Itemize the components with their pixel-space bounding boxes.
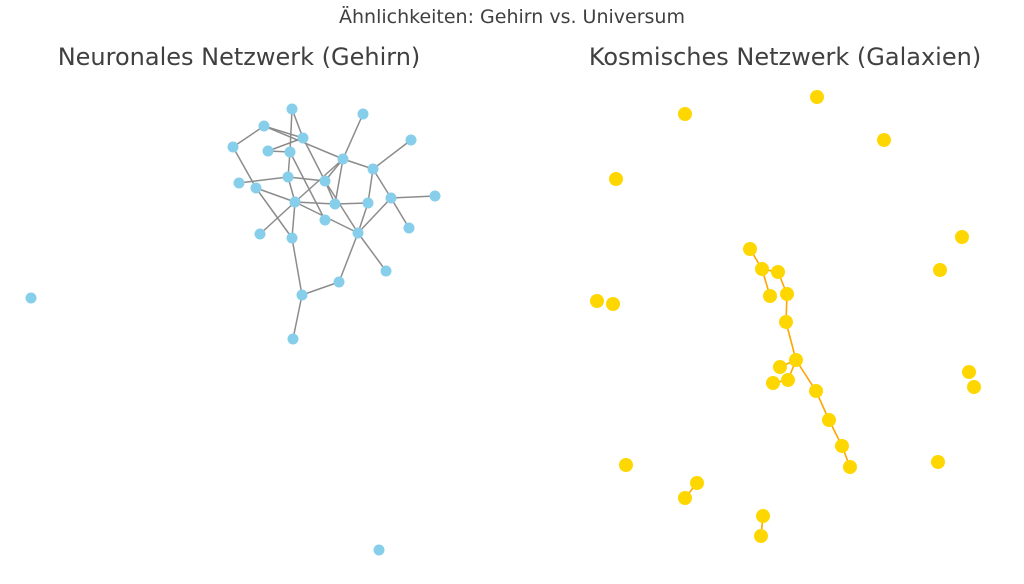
- cosmos-node-3: [609, 172, 623, 186]
- cosmos-node-10: [771, 265, 785, 279]
- cosmos-node-22: [962, 365, 976, 379]
- brain-node-9: [367, 163, 379, 175]
- cosmos-node-8: [743, 242, 757, 256]
- brain-edge-29: [291, 201, 296, 239]
- brain-edge-8: [372, 139, 412, 170]
- brain-edge-25: [390, 197, 410, 229]
- brain-edge-7: [342, 113, 364, 160]
- cosmos-node-5: [933, 263, 947, 277]
- brain-node-5: [227, 141, 239, 153]
- brain-panel-title: Neuronales Netzwerk (Gehirn): [57, 43, 421, 71]
- brain-edge-3: [232, 125, 265, 148]
- brain-node-23: [352, 227, 364, 239]
- cosmos-node-19: [822, 413, 836, 427]
- cosmos-node-11: [763, 289, 777, 303]
- brain-node-12: [233, 177, 245, 189]
- brain-edge-39: [255, 187, 293, 239]
- brain-edge-17: [367, 168, 374, 204]
- brain-edge-34: [338, 232, 359, 283]
- cosmos-node-6: [590, 294, 604, 308]
- cosmos-node-20: [835, 439, 849, 453]
- brain-network-panel: [25, 103, 441, 556]
- brain-node-17: [329, 198, 341, 210]
- brain-node-4: [405, 134, 417, 146]
- brain-edge-1: [289, 108, 293, 153]
- brain-node-6: [262, 145, 274, 157]
- cosmos-node-9: [755, 262, 769, 276]
- brain-node-16: [289, 196, 301, 208]
- brain-edge-16: [372, 168, 392, 199]
- cosmos-node-28: [756, 509, 770, 523]
- brain-edge-37: [292, 294, 303, 340]
- brain-edge-22: [324, 180, 359, 234]
- cosmos-node-26: [690, 476, 704, 490]
- cosmos-node-16: [781, 373, 795, 387]
- brain-node-26: [296, 289, 308, 301]
- figure-suptitle: Ähnlichkeiten: Gehirn vs. Universum: [339, 6, 685, 28]
- brain-node-3: [297, 132, 309, 144]
- cosmos-node-2: [877, 133, 891, 147]
- brain-node-11: [319, 175, 331, 187]
- cosmos-node-24: [619, 458, 633, 472]
- brain-edge-23: [255, 187, 296, 203]
- brain-edge-6: [302, 137, 326, 182]
- brain-node-7: [284, 146, 296, 158]
- brain-node-19: [319, 214, 331, 226]
- brain-nodes: [25, 103, 441, 556]
- brain-node-8: [337, 153, 349, 165]
- cosmos-node-7: [606, 297, 620, 311]
- brain-node-20: [403, 222, 415, 234]
- brain-node-0: [286, 103, 298, 115]
- brain-edge-31: [334, 202, 369, 205]
- brain-node-1: [357, 108, 369, 120]
- brain-node-2: [258, 120, 270, 132]
- brain-node-22: [286, 232, 298, 244]
- brain-node-14: [385, 192, 397, 204]
- brain-node-27: [287, 333, 299, 345]
- cosmos-network-panel: [590, 90, 981, 543]
- cosmos-nodes: [590, 90, 981, 543]
- brain-edge-26: [357, 197, 392, 234]
- cosmos-panel-title: Kosmisches Netzwerk (Galaxien): [588, 43, 982, 71]
- brain-node-18: [362, 197, 374, 209]
- brain-node-28: [25, 292, 37, 304]
- cosmos-node-25: [931, 455, 945, 469]
- cosmos-node-27: [678, 491, 692, 505]
- cosmos-node-14: [789, 353, 803, 367]
- brain-edges: [232, 108, 436, 340]
- cosmos-node-4: [955, 230, 969, 244]
- brain-edge-36: [301, 281, 340, 296]
- brain-edge-19: [238, 176, 289, 184]
- brain-node-21: [254, 228, 266, 240]
- cosmos-node-23: [967, 380, 981, 394]
- cosmos-node-1: [810, 90, 824, 104]
- brain-edge-24: [390, 195, 436, 199]
- brain-node-13: [250, 182, 262, 194]
- cosmos-node-17: [766, 376, 780, 390]
- cosmos-node-18: [809, 384, 823, 398]
- brain-edge-15: [334, 158, 344, 205]
- brain-node-10: [282, 171, 294, 183]
- cosmos-node-29: [754, 529, 768, 543]
- brain-edge-35: [291, 237, 303, 296]
- cosmos-node-15: [773, 360, 787, 374]
- cosmos-node-21: [843, 460, 857, 474]
- brain-node-29: [373, 544, 385, 556]
- brain-edge-33: [357, 232, 387, 272]
- brain-edge-5: [267, 137, 304, 152]
- brain-edge-12: [289, 151, 326, 221]
- cosmos-node-0: [678, 107, 692, 121]
- cosmos-node-12: [780, 287, 794, 301]
- brain-edge-27: [294, 201, 336, 205]
- brain-node-15: [429, 190, 441, 202]
- cosmos-node-13: [779, 315, 793, 329]
- brain-edge-38: [294, 158, 344, 203]
- brain-node-25: [333, 276, 345, 288]
- brain-node-24: [380, 265, 392, 277]
